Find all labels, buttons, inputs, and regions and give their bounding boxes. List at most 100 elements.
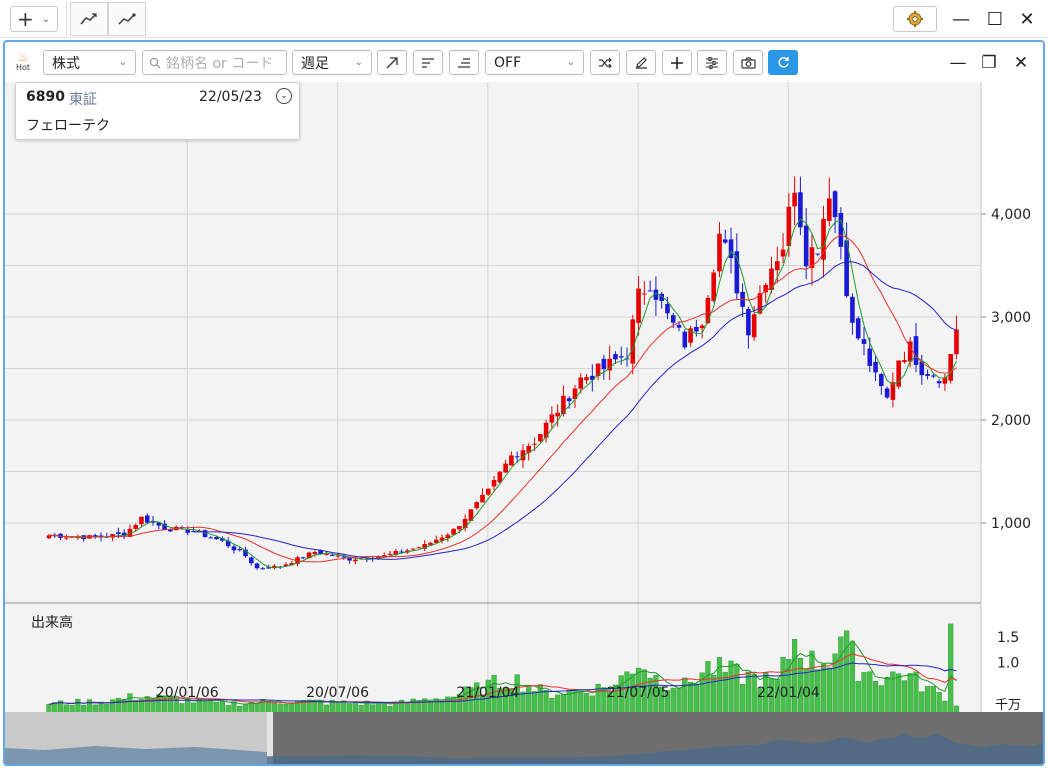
volume-bar (138, 699, 145, 712)
volume-bar (531, 691, 538, 712)
candle-down (121, 532, 127, 537)
candle-up (792, 192, 797, 207)
settings-button[interactable] (893, 6, 937, 32)
volume-bar (109, 699, 116, 712)
candle-down (746, 308, 751, 336)
draw-pen-button[interactable] (626, 50, 656, 75)
volume-bar (913, 671, 919, 712)
volume-bar (352, 702, 358, 712)
volume-tick-label: 1.0 (997, 656, 1019, 672)
volume-ma-short (48, 639, 957, 705)
crosshair-button[interactable] (662, 50, 692, 75)
navigator-handle[interactable] (267, 712, 273, 766)
candle-up (809, 247, 815, 268)
trend-arrow-button[interactable] (377, 50, 407, 75)
chevron-down-icon: ⌄ (118, 57, 127, 68)
volume-bar (844, 630, 850, 712)
candle-down (566, 398, 572, 402)
candle-up (827, 198, 832, 221)
volume-bar (699, 672, 705, 712)
stock-chart[interactable]: 1,000 2,000 3,000 4,000 1.0 1.5 千万 出来高 (5, 82, 1043, 712)
candle-up (532, 443, 537, 445)
volume-bar (300, 700, 306, 712)
minimize-window-button[interactable]: — (946, 6, 976, 32)
volume-bar (930, 686, 936, 712)
candle-down (798, 192, 803, 228)
candle-up (428, 542, 433, 546)
volume-bar (624, 671, 630, 712)
candle-down (237, 549, 243, 551)
line-chart-alt-tool-button[interactable] (108, 2, 146, 36)
volume-bar (63, 704, 69, 712)
cursor-date: 22/05/23 (199, 89, 262, 105)
screenshot-button[interactable] (733, 50, 763, 75)
volume-bar (156, 694, 162, 712)
close-icon: ✕ (1019, 8, 1035, 30)
volume-bar (52, 702, 58, 712)
candle-up (324, 553, 329, 555)
volume-bar (144, 696, 150, 712)
volume-bar (826, 667, 832, 712)
trend-line-alt-icon (118, 13, 136, 25)
hot-label: Hot (15, 63, 31, 72)
price-tick-label: 1,000 (991, 516, 1031, 532)
maximize-window-button[interactable]: ☐ (980, 6, 1010, 32)
refresh-button[interactable] (768, 50, 798, 75)
candle-down (249, 557, 254, 564)
volume-bar (456, 694, 462, 712)
align-left-button[interactable] (413, 50, 443, 75)
volume-bar (630, 673, 636, 712)
candle-down (202, 530, 208, 538)
volume-bar (491, 674, 497, 712)
search-input[interactable]: 銘柄名 or コード (142, 50, 287, 75)
trend-arrow-icon (386, 56, 398, 68)
candle-up (387, 553, 393, 555)
candle-down (653, 289, 659, 300)
volume-bar (786, 659, 792, 712)
collapse-toggle-icon[interactable]: ⌄ (276, 88, 292, 104)
volume-bar (537, 684, 543, 712)
chart-close-button[interactable]: ✕ (1008, 51, 1034, 75)
security-type-select[interactable]: 株式 ⌄ (43, 50, 136, 75)
volume-bar (86, 699, 93, 712)
volume-bar (410, 698, 416, 712)
candle-down (850, 296, 855, 323)
align-right-button[interactable] (449, 50, 479, 75)
chart-settings-button[interactable] (697, 50, 727, 75)
navigator-price-area (59, 733, 1043, 764)
volume-bar (612, 684, 619, 712)
volume-bar (254, 703, 260, 712)
shuffle-icon (599, 57, 612, 68)
hot-stocks-button[interactable]: ♨ Hot (13, 51, 33, 77)
range-navigator[interactable] (5, 712, 1043, 766)
volume-bar (855, 681, 861, 712)
volume-bar (381, 703, 387, 712)
axis-panel-background (981, 82, 1043, 712)
candle-down (208, 537, 214, 539)
chart-minimize-button[interactable]: — (945, 51, 971, 75)
tune-icon (706, 56, 718, 69)
volume-bar (953, 705, 960, 712)
volume-bar (318, 700, 324, 712)
candle-down (931, 375, 936, 377)
line-chart-tool-button[interactable] (70, 2, 108, 36)
app-top-bar: + ⌄ — ☐ ✕ (0, 0, 1048, 38)
candle-up (538, 434, 543, 442)
volume-bar (716, 657, 723, 712)
shuffle-button[interactable] (590, 50, 620, 75)
candle-up (751, 314, 757, 338)
indicator-select[interactable]: OFF ⌄ (485, 50, 584, 75)
period-select[interactable]: 週足 ⌄ (292, 50, 372, 75)
volume-bar (872, 680, 879, 712)
volume-bar (948, 623, 954, 712)
volume-bar (346, 703, 353, 712)
volume-bar (133, 700, 139, 712)
candle-down (670, 315, 676, 323)
candle-down (260, 568, 266, 570)
chart-restore-button[interactable]: ❐ (976, 51, 1002, 75)
chevron-down-icon: ⌄ (41, 13, 51, 25)
close-window-button[interactable]: ✕ (1012, 6, 1042, 32)
candle-down (231, 546, 237, 551)
add-window-button[interactable]: + ⌄ (10, 6, 58, 32)
volume-bar (179, 703, 185, 712)
